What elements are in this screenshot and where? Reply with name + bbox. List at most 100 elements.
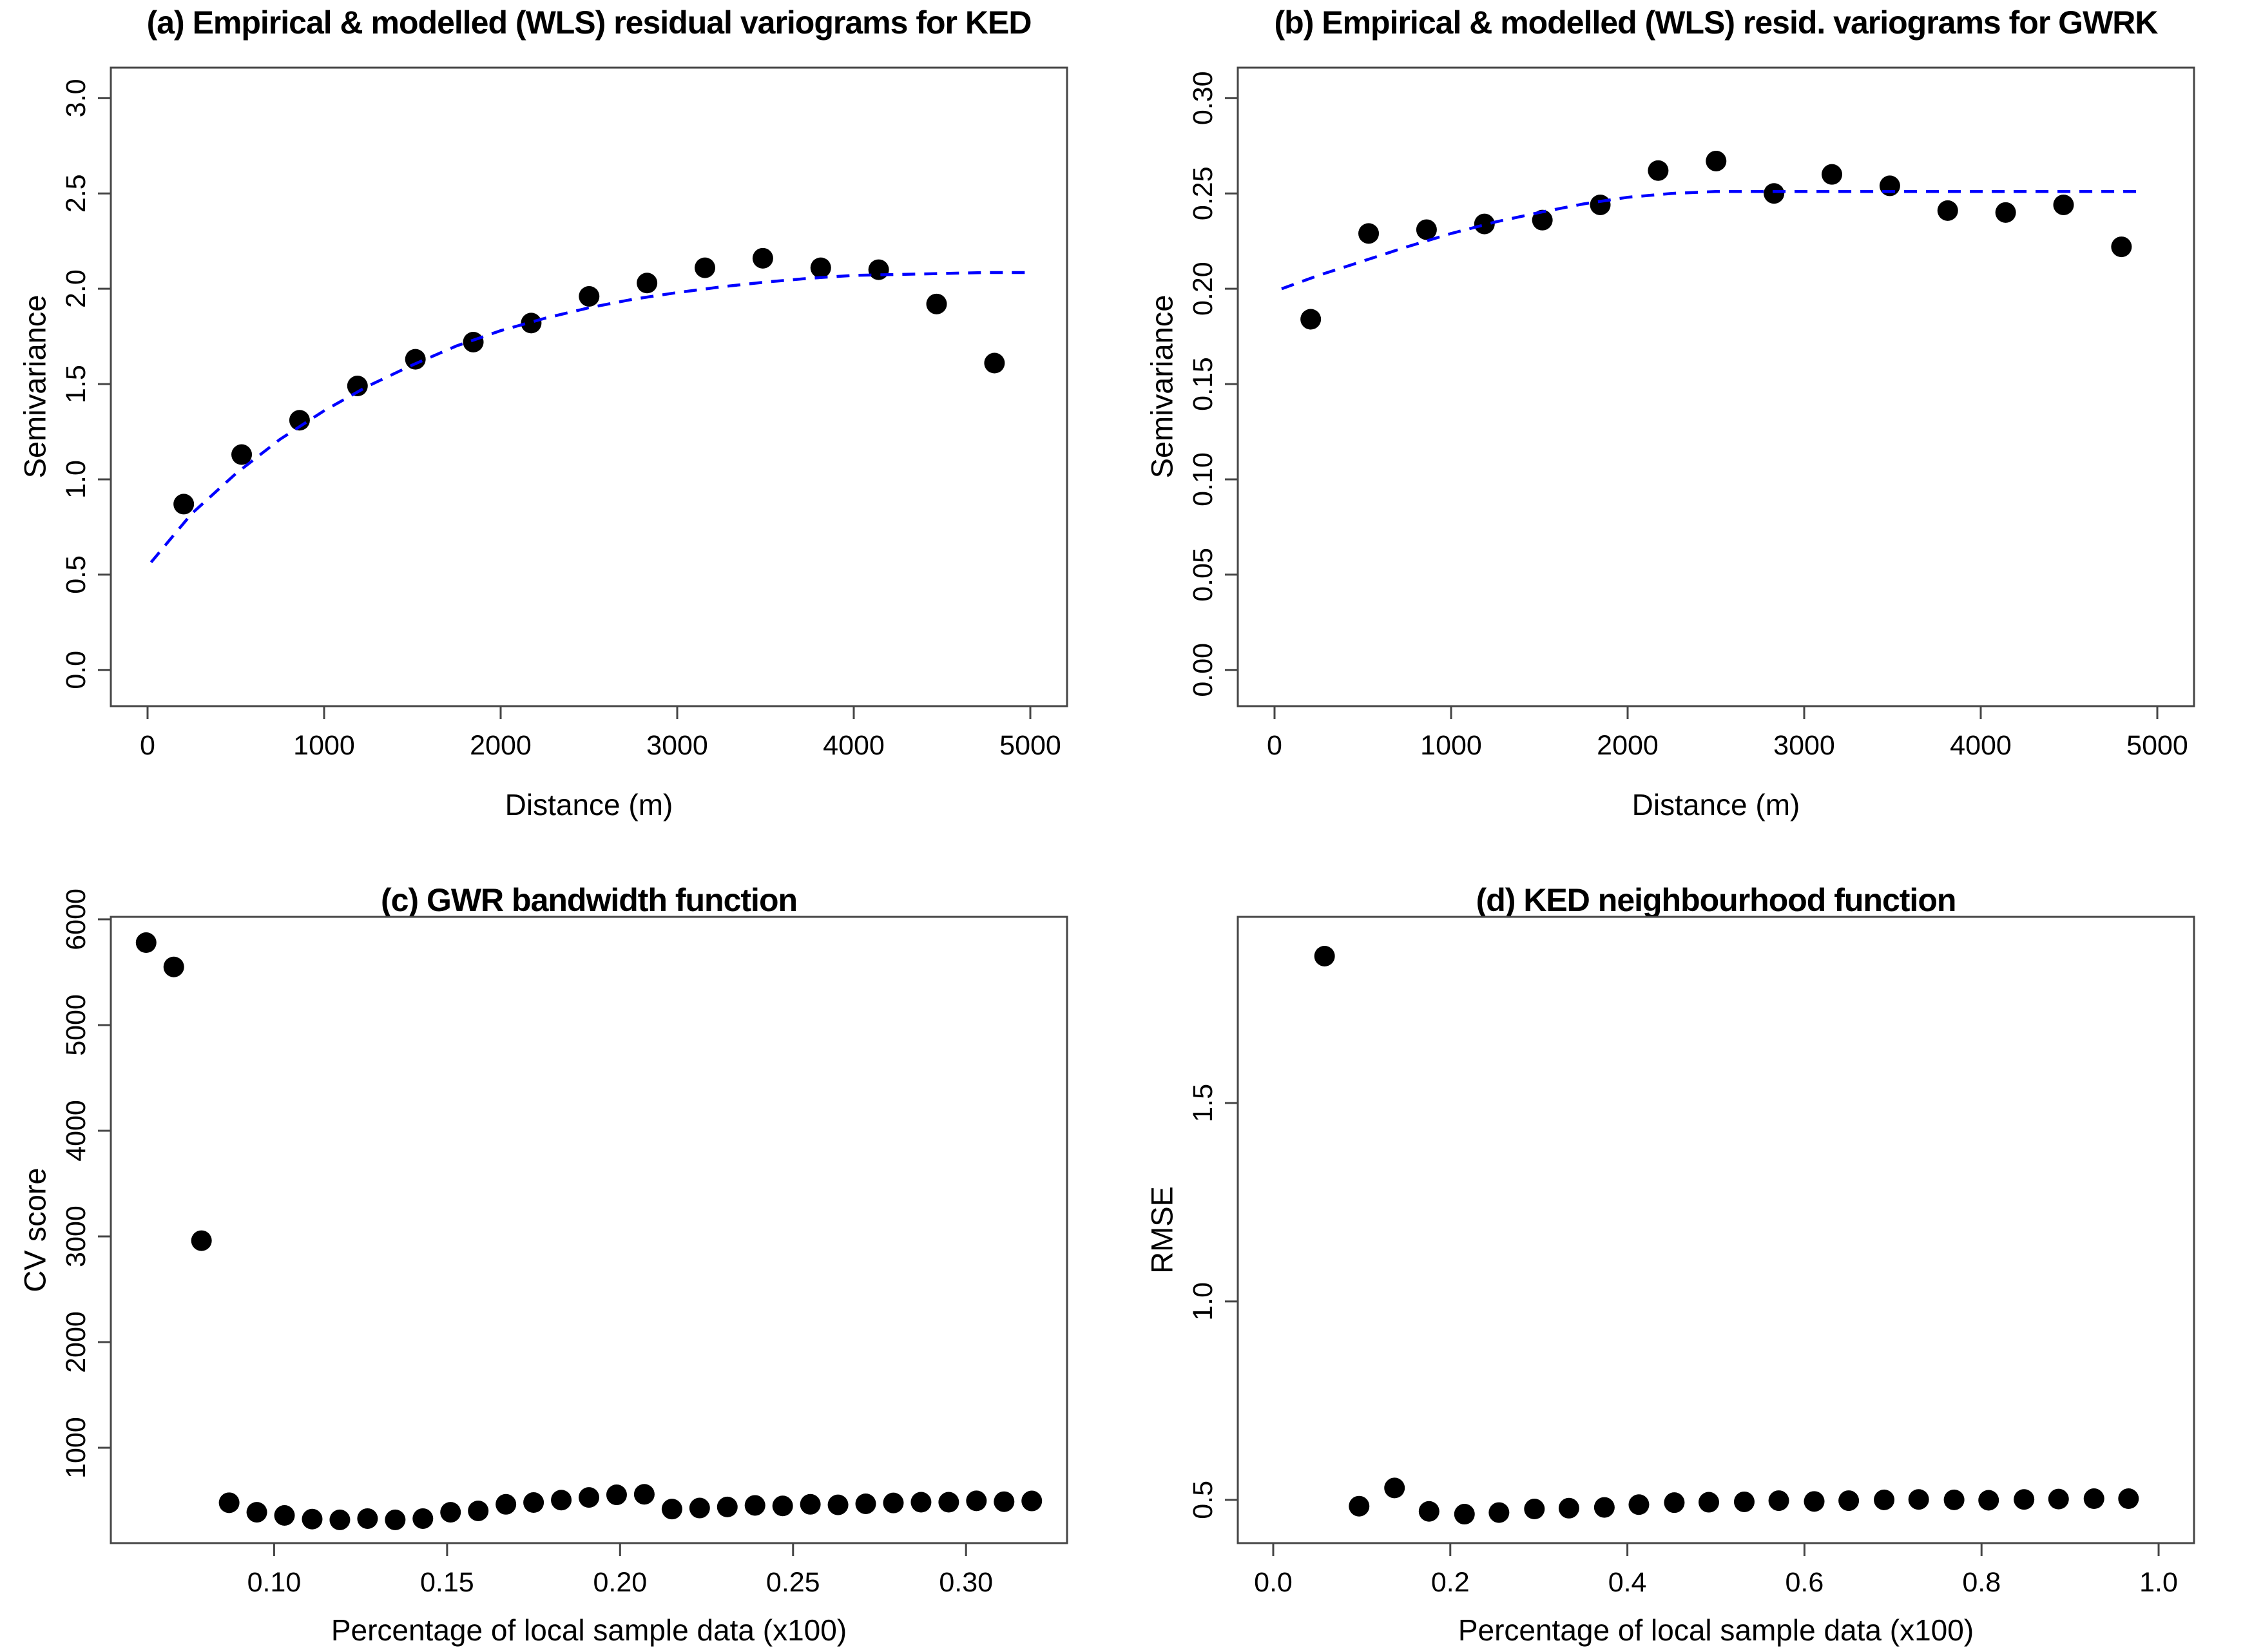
data-point [551, 1490, 572, 1511]
data-point [135, 932, 157, 954]
y-tick-label: 0.00 [1188, 643, 1218, 697]
data-point [2053, 194, 2074, 215]
data-point [440, 1502, 461, 1523]
data-point [1628, 1494, 1650, 1515]
data-point [1648, 160, 1669, 181]
data-point [1524, 1499, 1545, 1520]
y-tick-label: 2.0 [61, 269, 91, 308]
y-axis: 0.00 0.05 0.10 0.15 0.20 0.25 0.30 [1188, 71, 1238, 697]
data-point [2014, 1489, 2035, 1510]
data-point [1474, 213, 1495, 235]
scatter-points [135, 932, 1043, 1530]
data-point [633, 1484, 655, 1505]
data-point [606, 1484, 627, 1506]
panel-c: (c) GWR bandwidth function CV score 0.10… [0, 826, 1121, 1652]
y-tick-label: 6000 [61, 888, 91, 950]
data-point [938, 1492, 959, 1513]
data-point [1532, 209, 1553, 231]
data-point [405, 349, 426, 370]
data-point [231, 444, 253, 465]
panel-d-plot: 0.0 0.2 0.4 0.6 0.8 1.0 0.5 1.0 1.5 [1188, 916, 2195, 1598]
y-tick-label: 0.25 [1188, 166, 1218, 220]
data-point [2118, 1488, 2139, 1510]
x-tick-label: 0.20 [593, 1567, 647, 1598]
data-point [463, 331, 484, 352]
y-tick-label: 0.05 [1188, 548, 1218, 602]
panel-a-x-axis-label: Distance (m) [505, 788, 673, 821]
data-point [1937, 200, 1958, 221]
data-point [966, 1490, 987, 1512]
data-point [717, 1496, 738, 1517]
x-axis: 0.0 0.2 0.4 0.6 0.8 1.0 [1254, 1543, 2178, 1598]
data-point [994, 1491, 1015, 1512]
data-point [1358, 223, 1380, 244]
data-point [883, 1492, 904, 1513]
panel-b-title: (b) Empirical & modelled (WLS) resid. va… [1274, 5, 2159, 41]
data-point [1416, 219, 1437, 240]
data-point [289, 410, 310, 431]
data-point [246, 1502, 267, 1523]
x-tick-label: 0.4 [1608, 1567, 1647, 1598]
data-point [1418, 1501, 1439, 1522]
data-point [1838, 1490, 1860, 1512]
data-point [523, 1492, 544, 1513]
x-axis: 0.10 0.15 0.20 0.25 0.30 [247, 1543, 993, 1598]
y-tick-label: 1.5 [61, 365, 91, 403]
data-point [1314, 945, 1335, 966]
y-tick-label: 0.5 [1188, 1481, 1218, 1519]
data-point [2083, 1488, 2104, 1510]
x-axis: 0 1000 2000 3000 4000 5000 [1267, 706, 2188, 761]
y-axis: 0.0 0.5 1.0 1.5 2.0 2.5 3.0 [61, 79, 111, 689]
panel-a-plot: 0 1000 2000 3000 4000 5000 0.0 0.5 1.0 1.5 2.0 2.5 3… [61, 66, 1068, 761]
panel-c-title: (c) GWR bandwidth function [380, 882, 798, 918]
model-variogram-line [149, 271, 1030, 564]
plot-box [1237, 916, 2195, 1544]
y-tick-label: 3.0 [61, 79, 91, 117]
data-point [1978, 1490, 1999, 1511]
plot-box [110, 916, 1068, 1544]
data-point [910, 1492, 932, 1513]
panel-c-x-axis-label: Percentage of local sample data (x100) [331, 1613, 847, 1647]
x-tick-label: 0.0 [1254, 1567, 1293, 1598]
y-tick-label: 0.5 [61, 555, 91, 594]
data-point [1768, 1490, 1789, 1512]
x-tick-label: 0.6 [1786, 1567, 1824, 1598]
data-point [274, 1505, 295, 1526]
scatter-points [173, 247, 1005, 515]
y-tick-label: 4000 [61, 1100, 91, 1162]
y-tick-label: 0.0 [61, 651, 91, 689]
data-point [302, 1508, 323, 1530]
x-tick-label: 1.0 [2139, 1567, 2178, 1598]
data-point [926, 293, 947, 314]
x-tick-label: 1000 [293, 730, 355, 761]
panel-c-plot: 0.10 0.15 0.20 0.25 0.30 1000 2000 3000 4000 5000… [61, 888, 1068, 1598]
x-tick-label: 4000 [823, 730, 885, 761]
data-point [661, 1499, 682, 1520]
data-point [1349, 1495, 1370, 1517]
data-point [810, 257, 831, 278]
data-point [1300, 309, 1322, 330]
x-tick-label: 0.2 [1431, 1567, 1470, 1598]
plot-box [1237, 66, 2195, 707]
y-tick-label: 1.0 [1188, 1282, 1218, 1321]
data-point [1699, 1492, 1720, 1513]
data-point [412, 1508, 434, 1529]
y-axis: 1000 2000 3000 4000 5000 6000 [61, 888, 111, 1479]
x-tick-label: 0.30 [939, 1567, 993, 1598]
data-point [1764, 183, 1785, 204]
data-point [744, 1495, 765, 1516]
model-variogram-line [1281, 190, 2144, 291]
data-point [800, 1494, 821, 1515]
x-tick-label: 0 [140, 730, 155, 761]
data-point [1593, 1497, 1615, 1518]
data-point [695, 257, 716, 278]
data-point [827, 1494, 849, 1515]
x-tick-label: 0.15 [420, 1567, 474, 1598]
panel-d-title: (d) KED neighbourhood function [1476, 882, 1957, 918]
data-point [868, 259, 889, 280]
y-tick-label: 0.15 [1188, 357, 1218, 411]
y-tick-label: 1000 [61, 1417, 91, 1479]
data-point [1384, 1477, 1405, 1499]
y-tick-label: 2.5 [61, 174, 91, 213]
